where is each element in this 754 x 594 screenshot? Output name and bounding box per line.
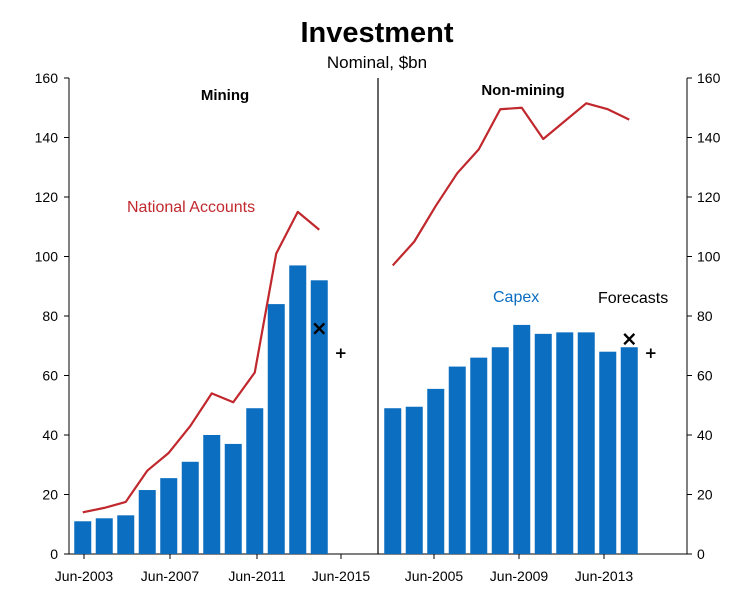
- capex-bar: [267, 304, 285, 554]
- capex-bar: [491, 347, 509, 554]
- forecast-marker: ×: [621, 326, 638, 350]
- forecast-marker: ×: [311, 316, 328, 340]
- legend-forecasts: Forecasts: [598, 290, 668, 307]
- x-tick-label: Jun-2005: [405, 568, 464, 584]
- forecast-marker: +: [334, 344, 347, 362]
- capex-bar: [599, 351, 617, 554]
- capex-bar: [405, 406, 423, 554]
- capex-bar: [117, 515, 135, 554]
- x-tick-label: Jun-2003: [55, 568, 114, 584]
- capex-bar: [513, 324, 531, 554]
- right-y-tick-label: 60: [697, 368, 713, 384]
- x-tick-label: Jun-2013: [575, 568, 634, 584]
- right-y-tick-label: 20: [697, 487, 713, 503]
- capex-bar: [95, 518, 113, 554]
- national-accounts-lines: [82, 102, 630, 514]
- legend-capex: Capex: [493, 289, 539, 306]
- national-accounts-line: [82, 210, 320, 514]
- left-y-tick-label: 40: [42, 427, 58, 443]
- right-y-tick-label: 100: [697, 249, 721, 265]
- national-accounts-line: [391, 102, 630, 267]
- left-y-tick-label: 160: [35, 70, 59, 86]
- forecast-markers: × + × +: [311, 316, 657, 362]
- capex-bar: [620, 347, 638, 554]
- right-y-tick-label: 80: [697, 308, 713, 324]
- capex-bar: [203, 435, 221, 554]
- x-tick-label: Jun-2011: [228, 568, 286, 584]
- capex-bar: [160, 478, 178, 554]
- capex-bar: [427, 388, 445, 554]
- right-y-tick-label: 0: [697, 546, 705, 562]
- left-y-tick-label: 60: [42, 368, 58, 384]
- forecast-marker: +: [644, 344, 657, 362]
- capex-bar: [74, 521, 92, 554]
- x-tick-label: Jun-2015: [312, 568, 371, 584]
- capex-bar: [448, 366, 466, 554]
- panel-label-mining: Mining: [201, 87, 249, 104]
- panel-label-non-mining: Non-mining: [481, 82, 564, 99]
- capex-bar: [246, 408, 264, 554]
- right-y-tick-label: 160: [697, 70, 721, 86]
- left-y-tick-label: 120: [35, 189, 59, 205]
- right-y-tick-label: 40: [697, 427, 713, 443]
- right-y-tick-label: 140: [697, 130, 721, 146]
- legend-national-accounts: National Accounts: [127, 199, 255, 216]
- x-tick-label: Jun-2009: [490, 568, 549, 584]
- capex-bar: [224, 443, 242, 554]
- capex-bar: [138, 490, 156, 554]
- chart-subtitle: Nominal, $bn: [327, 53, 427, 72]
- capex-bar: [577, 332, 595, 554]
- capex-bar: [181, 461, 199, 554]
- capex-bar: [556, 332, 574, 554]
- chart-title: Investment: [300, 17, 453, 49]
- left-y-tick-label: 80: [42, 308, 58, 324]
- capex-bar: [310, 280, 328, 554]
- capex-bar: [384, 408, 402, 554]
- right-y-axis: 0 20 40 60 80 100 120 140 160: [687, 70, 721, 562]
- right-y-tick-label: 120: [697, 189, 721, 205]
- left-y-tick-label: 0: [50, 546, 58, 562]
- capex-bar: [534, 333, 552, 554]
- left-y-tick-label: 140: [35, 130, 59, 146]
- left-y-tick-label: 20: [42, 487, 58, 503]
- left-y-axis: 0 20 40 60 80 100 120 140 160: [35, 70, 69, 562]
- capex-bar: [470, 357, 488, 554]
- x-tick-label: Jun-2007: [141, 568, 200, 584]
- left-y-tick-label: 100: [35, 249, 59, 265]
- x-axis-ticks: Jun-2003 Jun-2007 Jun-2011 Jun-2015 Jun-2005…: [55, 554, 634, 584]
- capex-bar: [289, 265, 307, 554]
- capex-bars: [74, 265, 638, 554]
